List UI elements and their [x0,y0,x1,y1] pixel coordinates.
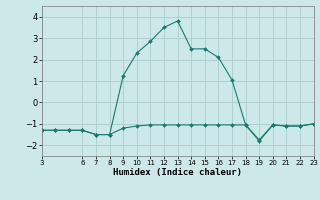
X-axis label: Humidex (Indice chaleur): Humidex (Indice chaleur) [113,168,242,177]
